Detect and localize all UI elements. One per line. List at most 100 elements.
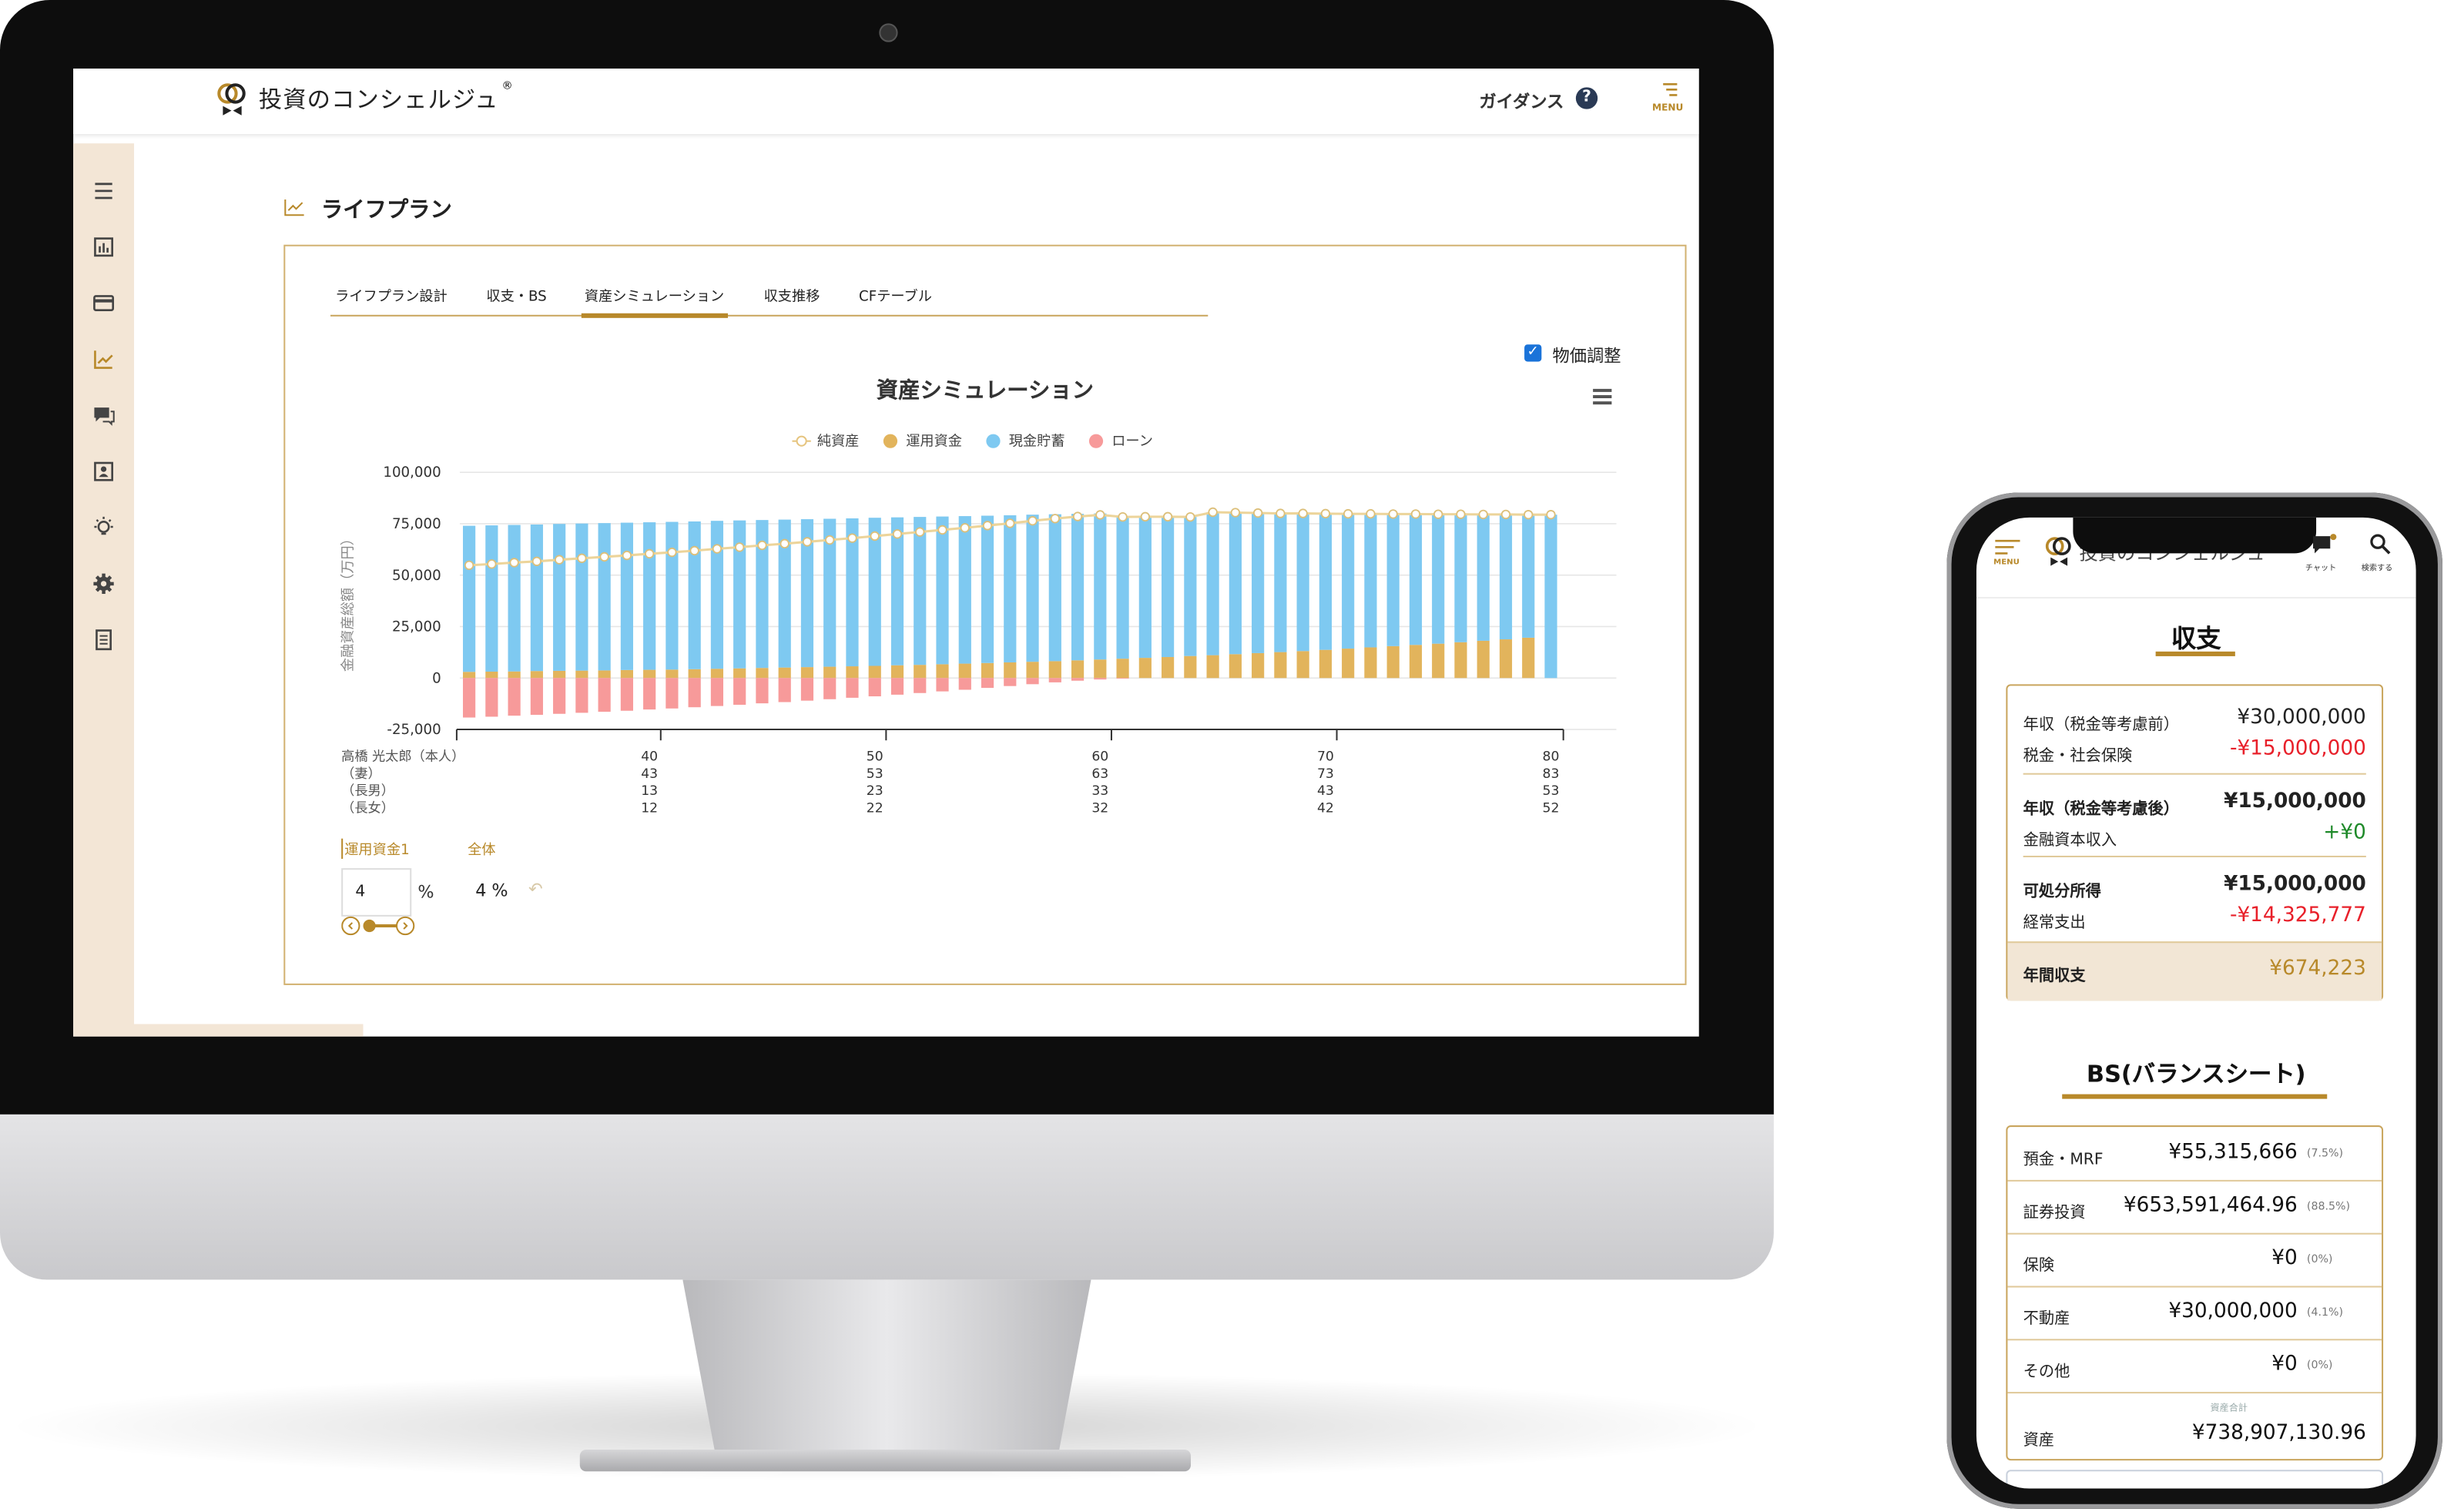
bs-row-label: 預金・MRF [2023,1152,2104,1169]
bs-row-percent: (4.1%) [2306,1306,2343,1319]
tab-cf-table[interactable]: CFテーブル [859,290,932,306]
logo-icon [217,83,246,116]
bs-row-value: ¥0 [2271,1353,2298,1376]
income-row-value: -¥14,325,777 [2229,904,2366,928]
chart-export-menu-icon[interactable] [1591,388,1613,405]
help-icon[interactable]: ? [1575,87,1598,109]
income-section-title: 収支 [2171,623,2221,653]
sidebar [73,143,135,1024]
income-row-value: -¥15,000,000 [2229,737,2366,761]
bs-title-underline [2062,1094,2328,1099]
income-row-label: 経常支出 [2023,914,2086,933]
registered-mark: ® [501,79,513,92]
bs-row-value: ¥30,000,000 [2168,1299,2298,1324]
bs-row-label: 保険 [2023,1258,2055,1276]
chat-icon[interactable] [2312,533,2338,556]
income-row: 税金・社会保険 -¥15,000,000 [2023,737,2366,766]
total-assets-label: 資産 [2023,1432,2055,1450]
sidebar-item-line-chart[interactable] [90,346,116,372]
monitor-stand [682,1279,1091,1455]
divider [2023,855,2366,857]
tab-income-trend[interactable]: 収支推移 [763,290,820,306]
balance-sheet-box: 預金・MRF ¥55,315,666 (7.5%) 証券投資 ¥653,591,464… [2006,1125,2384,1461]
guidance-link[interactable]: ガイダンス [1479,92,1564,112]
reset-undo-icon[interactable]: ↶ [528,879,543,900]
rate-unit: % [417,882,434,903]
price-adjust-label[interactable]: 物価調整 [1552,346,1621,367]
sidebar-item-document[interactable] [90,626,116,652]
price-adjust-checkbox[interactable]: ✓ [1524,344,1542,362]
income-title-underline [2155,651,2235,656]
income-row-label: 年収（税金等考慮前） [2023,716,2179,735]
bs-row-percent: (88.5%) [2306,1200,2350,1213]
all-tab[interactable]: 全体 [468,843,496,860]
sidebar-footer-strip [73,1024,364,1037]
tab-income-bs[interactable]: 収支・BS [486,290,547,306]
search-icon[interactable] [2369,533,2391,555]
bs-row-value: ¥55,315,666 [2168,1141,2298,1165]
income-row-value: +¥0 [2323,821,2366,845]
income-row-label: 可処分所得 [2023,883,2101,901]
bs-row: その他 ¥0 (0%) [2007,1339,2382,1394]
sidebar-item-chat[interactable] [90,402,116,428]
page-title-chart-icon [284,199,304,216]
page-title: ライフプラン [320,197,452,223]
monitor-chin [0,1114,1774,1280]
income-summary-box: 年収（税金等考慮前） ¥30,000,000 税金・社会保険 -¥15,000,00… [2006,684,2384,1001]
return-rate-input[interactable]: 4 [341,868,412,917]
logo[interactable]: 投資のコンシェルジュ ® [259,79,513,116]
return-rate-value: 4 [355,883,366,901]
bs-row-percent: (7.5%) [2306,1147,2343,1160]
camera-icon [879,23,898,42]
bs-row-value: ¥0 [2271,1246,2298,1271]
income-row-value: ¥15,000,000 [2224,790,2366,814]
bs-row: 不動産 ¥30,000,000 (4.1%) [2007,1286,2382,1341]
mobile-menu-label[interactable]: MENU [1993,558,2020,568]
income-row-label: 税金・社会保険 [2023,748,2133,766]
divider [2023,773,2366,775]
mobile-header-divider [1976,597,2416,599]
tab-asset-simulation[interactable]: 資産シミュレーション [584,290,725,306]
income-row-label: 金融資本収入 [2023,832,2117,850]
menu-button-label[interactable]: MENU [1652,102,1684,114]
income-row: 金融資本収入 +¥0 [2023,821,2366,850]
logo-text[interactable]: 投資のコンシェルジュ [258,85,499,114]
annual-balance-row: 年間収支 ¥674,223 [2007,941,2382,1001]
total-assets-value: ¥738,907,130.96 [2191,1421,2366,1445]
tab-lifeplan-design[interactable]: ライフプラン設計 [335,290,448,306]
desktop-screen: 投資のコンシェルジュ ® ガイダンス ? MENU ライフプラン ライフプラン設… [73,69,1699,1037]
chat-label[interactable]: チャット [2305,564,2337,574]
sidebar-item-settings[interactable] [90,571,116,597]
tabs-underline [330,314,1209,317]
bs-row: 証券投資 ¥653,591,464.96 (88.5%) [2007,1180,2382,1235]
bs-row-percent: (0%) [2306,1252,2333,1266]
bs-row: 預金・MRF ¥55,315,666 (7.5%) [2007,1127,2382,1182]
mobile-menu-icon[interactable] [1995,539,2020,555]
sidebar-item-contact-card[interactable] [90,458,116,484]
phone-notch [2073,517,2317,554]
monitor-base [579,1449,1192,1472]
simulation-card: ライフプラン設計 収支・BS 資産シミュレーション 収支推移 CFテーブル ✓ … [283,244,1687,985]
chart-title: 資産シミュレーション [876,378,1094,404]
income-row-label: 年収（税金等考慮後） [2023,801,2179,819]
mobile-logo-icon [2045,537,2071,566]
search-label[interactable]: 検索する [2361,564,2393,574]
bs-row-label: その他 [2023,1363,2070,1381]
rate-slider[interactable] [341,915,419,937]
sidebar-item-menu[interactable] [90,178,116,204]
income-row-value: ¥30,000,000 [2237,706,2366,730]
income-row: 可処分所得 ¥15,000,000 [2023,873,2366,901]
sidebar-item-lightbulb[interactable] [90,515,116,541]
menu-icon[interactable] [1660,82,1678,96]
bs-row-percent: (0%) [2306,1359,2333,1372]
fund-tab[interactable]: 運用資金1 [341,838,410,860]
sidebar-item-credit-card[interactable] [90,290,116,316]
income-row: 年収（税金等考慮前） ¥30,000,000 [2023,706,2366,735]
annual-balance-value: ¥674,223 [2269,957,2366,981]
bs-row: 保険 ¥0 (0%) [2007,1233,2382,1288]
phone-screen: MENU 投資のコンシェルジュ チャット 検索する 収支 年収（税金等考慮前）¥… [1976,517,2416,1489]
bs-row-label: 証券投資 [2023,1205,2086,1222]
annual-balance-label: 年間収支 [2023,967,2086,985]
sidebar-item-bar-chart[interactable] [90,234,116,260]
